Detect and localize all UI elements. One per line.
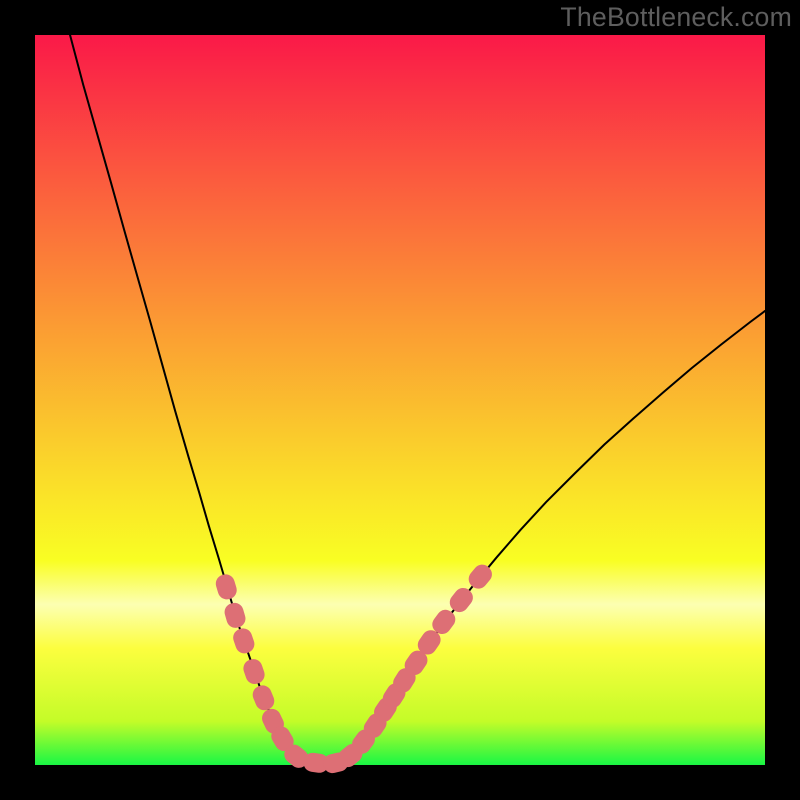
chart-stage: TheBottleneck.com (0, 0, 800, 800)
bottleneck-chart (0, 0, 800, 800)
attribution-text: TheBottleneck.com (560, 4, 792, 31)
